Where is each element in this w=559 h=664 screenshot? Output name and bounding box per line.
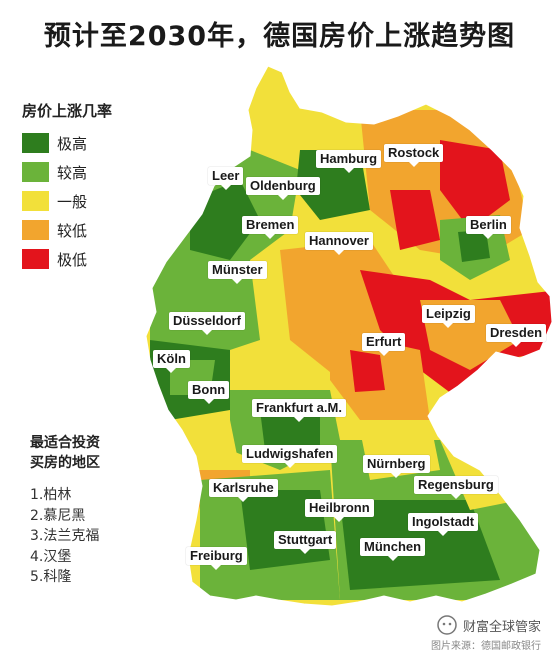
legend-title: 房价上涨几率 xyxy=(22,102,113,120)
legend-swatch xyxy=(22,220,49,240)
legend-label: 较高 xyxy=(57,163,88,182)
city-label-regensburg: Regensburg xyxy=(414,476,498,499)
city-label-ingolstadt: Ingolstadt xyxy=(408,513,479,536)
watermark-source: 图片来源：德国邮政银行 xyxy=(431,641,541,652)
city-label-bonn: Bonn xyxy=(188,381,230,404)
city-label-nuernberg: Nürnberg xyxy=(363,455,430,478)
city-label-frankfurt: Frankfurt a.M. xyxy=(252,399,346,422)
city-label-duesseldorf: Düsseldorf xyxy=(169,312,245,335)
legend-label: 极低 xyxy=(57,250,88,269)
legend-swatch xyxy=(22,162,49,182)
best-area-item: 1.柏林 xyxy=(30,487,72,503)
region-berlin-core-very-high xyxy=(458,230,490,262)
city-label-koeln: Köln xyxy=(153,350,190,373)
city-label-karlsruhe: Karlsruhe xyxy=(209,479,278,502)
city-label-freiburg: Freiburg xyxy=(186,547,247,570)
watermark: 财富全球管家 图片来源：德国邮政银行 xyxy=(431,615,541,652)
legend-item-medium: 一般 xyxy=(22,189,112,213)
best-area-item: 4.汉堡 xyxy=(30,548,72,565)
city-label-rostock: Rostock xyxy=(384,144,444,167)
watermark-brand: 财富全球管家 xyxy=(431,615,541,635)
best-area-item: 2.慕尼黑 xyxy=(30,507,86,524)
city-label-hannover: Hannover xyxy=(305,232,373,255)
legend-item-very-low: 极低 xyxy=(22,247,112,271)
legend-label: 较低 xyxy=(57,221,88,240)
legend-item-high: 较高 xyxy=(22,160,112,184)
city-label-dresden: Dresden xyxy=(486,324,547,347)
legend: 房价上涨几率 极高 较高 一般 较低 极低 xyxy=(22,100,112,276)
legend-item-low: 较低 xyxy=(22,218,112,242)
best-area-item: 3.法兰克福 xyxy=(30,528,100,544)
germany-outline xyxy=(145,65,553,607)
region-thuringia-very-low xyxy=(350,350,385,392)
city-label-muenchen: München xyxy=(360,538,426,561)
watermark-brand-text: 财富全球管家 xyxy=(462,619,541,635)
city-label-heilbronn: Heilbronn xyxy=(305,499,374,522)
city-label-stuttgart: Stuttgart xyxy=(274,531,337,554)
legend-swatch xyxy=(22,133,49,153)
best-areas-title-line1: 最适合投资 xyxy=(30,435,100,451)
region-prignitz-very-low xyxy=(390,190,440,250)
best-areas-panel: 最适合投资 买房的地区 1.柏林 2.慕尼黑 3.法兰克福 4.汉堡 5.科隆 xyxy=(30,433,100,588)
city-label-hamburg: Hamburg xyxy=(316,150,382,173)
map-title: 预计至2030年，德国房价上涨趋势图 xyxy=(43,21,516,52)
region-frankfurt-very-high xyxy=(260,410,320,450)
legend-swatch xyxy=(22,249,49,269)
city-label-muenster: Münster xyxy=(208,261,267,284)
city-label-oldenburg: Oldenburg xyxy=(246,177,320,200)
legend-label: 一般 xyxy=(57,192,88,211)
city-label-ludwigshafen: Ludwigshafen xyxy=(242,445,338,468)
city-label-erfurt: Erfurt xyxy=(362,333,406,356)
best-areas-list: 1.柏林 2.慕尼黑 3.法兰克福 4.汉堡 5.科隆 xyxy=(30,485,100,588)
city-label-bremen: Bremen xyxy=(242,216,299,239)
city-label-leer: Leer xyxy=(208,167,244,190)
best-area-item: 5.科隆 xyxy=(30,569,72,585)
city-label-leipzig: Leipzig xyxy=(422,305,475,328)
best-areas-title-line2: 买房的地区 xyxy=(30,455,100,471)
legend-label: 极高 xyxy=(57,134,88,153)
legend-item-very-high: 极高 xyxy=(22,131,112,155)
city-label-berlin: Berlin xyxy=(466,216,511,239)
region-ruhr-high xyxy=(150,260,260,360)
legend-swatch xyxy=(22,191,49,211)
region-vorpommern-very-low xyxy=(440,140,510,230)
wechat-icon xyxy=(437,615,457,635)
